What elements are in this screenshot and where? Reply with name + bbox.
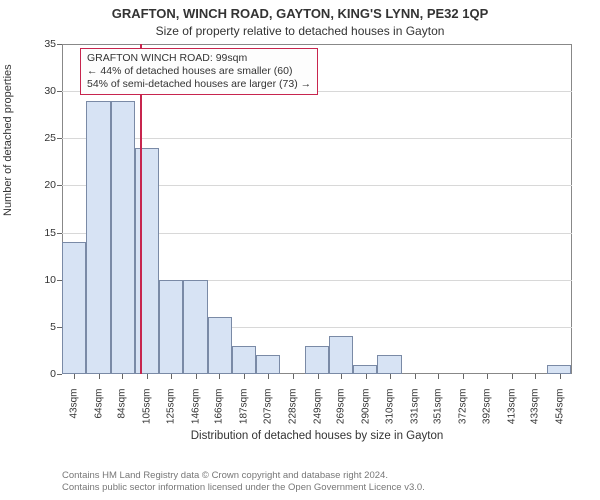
x-tick — [74, 374, 75, 379]
x-tick — [390, 374, 391, 379]
x-tick — [487, 374, 488, 379]
histogram-bar — [305, 346, 329, 374]
x-tick — [318, 374, 319, 379]
y-tick-label: 20 — [26, 179, 56, 191]
y-tick — [57, 233, 62, 234]
y-tick — [57, 374, 62, 375]
x-tick — [560, 374, 561, 379]
x-tick — [341, 374, 342, 379]
x-tick-label: 166sqm — [214, 389, 225, 429]
x-tick — [535, 374, 536, 379]
y-axis-label: Number of detached properties — [2, 64, 14, 216]
x-tick-label: 413sqm — [506, 389, 517, 429]
histogram-bar — [86, 101, 110, 374]
info-line-2: ← 44% of detached houses are smaller (60… — [87, 65, 311, 78]
histogram-bar — [159, 280, 183, 374]
x-tick — [196, 374, 197, 379]
x-tick-label: 84sqm — [117, 389, 128, 429]
histogram-bar — [353, 365, 377, 374]
histogram-bar — [62, 242, 86, 374]
x-tick-label: 125sqm — [165, 389, 176, 429]
y-tick-label: 10 — [26, 274, 56, 286]
x-tick-label: 187sqm — [239, 389, 250, 429]
x-tick — [147, 374, 148, 379]
y-tick-label: 0 — [26, 368, 56, 380]
x-tick — [244, 374, 245, 379]
y-tick — [57, 280, 62, 281]
footer-line-2: Contains public sector information licen… — [62, 482, 425, 494]
x-tick-label: 228sqm — [287, 389, 298, 429]
x-tick — [122, 374, 123, 379]
footer-line-1: Contains HM Land Registry data © Crown c… — [62, 470, 425, 482]
y-tick-label: 15 — [26, 227, 56, 239]
info-line-1: GRAFTON WINCH ROAD: 99sqm — [87, 52, 311, 65]
x-tick-label: 64sqm — [93, 389, 104, 429]
histogram-bar — [547, 365, 571, 374]
histogram-bar — [377, 355, 401, 374]
x-tick — [415, 374, 416, 379]
x-tick-label: 310sqm — [384, 389, 395, 429]
info-line-3: 54% of semi-detached houses are larger (… — [87, 78, 311, 91]
x-tick-label: 433sqm — [530, 389, 541, 429]
x-tick — [438, 374, 439, 379]
x-tick-label: 269sqm — [336, 389, 347, 429]
x-tick — [463, 374, 464, 379]
histogram-bar — [183, 280, 207, 374]
histogram-bar — [135, 148, 159, 374]
chart-title-secondary: Size of property relative to detached ho… — [0, 24, 600, 38]
x-tick — [219, 374, 220, 379]
x-tick-label: 249sqm — [312, 389, 323, 429]
x-tick-label: 43sqm — [68, 389, 79, 429]
histogram-bar — [111, 101, 135, 374]
chart-container: GRAFTON, WINCH ROAD, GAYTON, KING'S LYNN… — [0, 0, 600, 500]
info-box: GRAFTON WINCH ROAD: 99sqm ← 44% of detac… — [80, 48, 318, 95]
y-tick — [57, 138, 62, 139]
x-tick-label: 372sqm — [458, 389, 469, 429]
x-tick — [99, 374, 100, 379]
x-tick — [268, 374, 269, 379]
gridline — [62, 138, 572, 139]
x-tick — [366, 374, 367, 379]
chart-footer: Contains HM Land Registry data © Crown c… — [62, 470, 425, 494]
histogram-bar — [256, 355, 280, 374]
histogram-bar — [232, 346, 256, 374]
y-tick-label: 5 — [26, 321, 56, 333]
y-tick — [57, 91, 62, 92]
y-tick — [57, 44, 62, 45]
chart-title-primary: GRAFTON, WINCH ROAD, GAYTON, KING'S LYNN… — [0, 6, 600, 21]
y-tick — [57, 327, 62, 328]
y-tick-label: 25 — [26, 132, 56, 144]
x-tick — [293, 374, 294, 379]
y-tick-label: 30 — [26, 85, 56, 97]
x-tick — [171, 374, 172, 379]
x-tick-label: 290sqm — [361, 389, 372, 429]
x-tick-label: 351sqm — [433, 389, 444, 429]
x-tick-label: 207sqm — [262, 389, 273, 429]
histogram-bar — [208, 317, 232, 374]
x-tick-label: 146sqm — [190, 389, 201, 429]
x-tick-label: 454sqm — [555, 389, 566, 429]
histogram-bar — [329, 336, 353, 374]
y-tick — [57, 185, 62, 186]
x-tick-label: 331sqm — [409, 389, 420, 429]
x-tick — [512, 374, 513, 379]
y-tick-label: 35 — [26, 38, 56, 50]
x-tick-label: 105sqm — [142, 389, 153, 429]
x-tick-label: 392sqm — [481, 389, 492, 429]
x-axis-label: Distribution of detached houses by size … — [62, 430, 572, 442]
